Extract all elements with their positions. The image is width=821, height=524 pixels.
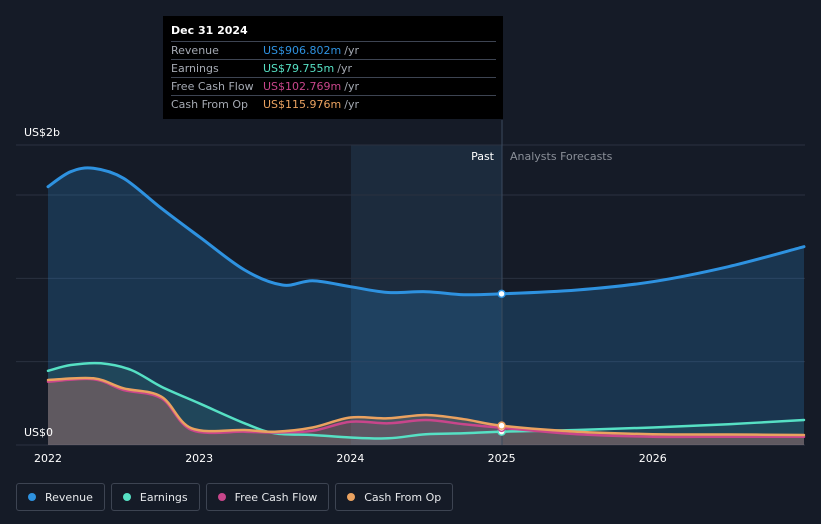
legend-dot-icon (347, 493, 356, 501)
y-axis-top-label: US$2b (24, 126, 60, 139)
cash-from-op-marker (497, 421, 506, 430)
tooltip-row-value: US$79.755m (263, 62, 335, 75)
tooltip: Dec 31 2024 Revenue US$906.802m/yr Earning… (163, 16, 503, 119)
cash-from-op-area (48, 377, 804, 445)
legend-label: Earnings (139, 490, 188, 504)
x-axis-ticks: 2022 2023 2024 2025 2026 (34, 452, 667, 465)
cash-from-op-line (46, 376, 806, 437)
legend-item-revenue[interactable]: Revenue (16, 483, 105, 511)
tooltip-row-value: US$906.802m (263, 44, 342, 57)
tooltip-row-label: Earnings (171, 62, 219, 75)
tooltip-date: Dec 31 2024 (171, 24, 248, 37)
free-cash-flow-area (48, 378, 804, 445)
legend-dot-icon (217, 493, 226, 501)
tooltip-row-unit: /yr (344, 80, 359, 93)
x-tick-label: 2023 (185, 452, 213, 465)
legend-item-earnings[interactable]: Earnings (110, 483, 200, 511)
tooltip-row: Free Cash Flow US$102.769m/yr (171, 77, 496, 95)
legend-label: Revenue (45, 490, 93, 504)
forecast-label: Analysts Forecasts (510, 150, 613, 163)
tooltip-row-label: Free Cash Flow (171, 80, 254, 93)
tooltip-row-unit: /yr (337, 62, 352, 75)
tooltip-row-value: US$102.769m (263, 80, 342, 93)
tooltip-row-unit: /yr (344, 98, 359, 111)
x-tick-label: 2026 (639, 452, 667, 465)
tooltip-row-label: Cash From Op (171, 98, 249, 111)
earnings-area (48, 363, 804, 445)
tooltip-rows: Revenue US$906.802m/yr Earnings US$79.755m /… (171, 41, 496, 113)
past-label: Past (471, 150, 495, 163)
earnings-line (46, 361, 806, 440)
tooltip-row-value: US$115.976m (263, 98, 342, 111)
legend-label: Cash From Op (364, 490, 442, 504)
series-lines (46, 166, 806, 440)
revenue-line (46, 166, 806, 297)
legend-label: Free Cash Flow (234, 490, 318, 504)
free-cash-flow-line (46, 377, 806, 439)
tooltip-row: Cash From Op US$115.976m/yr (171, 95, 496, 113)
revenue-marker (497, 289, 506, 299)
tooltip-row: Revenue US$906.802m/yr (171, 41, 496, 59)
tooltip-row-unit: /yr (344, 44, 359, 57)
series-areas (48, 167, 804, 446)
legend-dot-icon (28, 493, 36, 501)
x-tick-label: 2025 (488, 452, 516, 465)
legend: Revenue Earnings Free Cash Flow Cash From O… (16, 483, 454, 511)
x-tick-label: 2022 (34, 452, 62, 465)
hover-markers (497, 289, 506, 436)
tooltip-row-label: Revenue (171, 44, 219, 57)
legend-item-free-cash-flow[interactable]: Free Cash Flow (205, 483, 330, 511)
x-tick-label: 2024 (336, 452, 364, 465)
y-axis-bottom-label: US$0 (24, 426, 53, 439)
legend-item-cash-from-op[interactable]: Cash From Op (335, 483, 454, 511)
revenue-area (48, 167, 804, 446)
legend-dot-icon (122, 493, 131, 501)
tooltip-row: Earnings US$79.755m/yr (171, 59, 496, 77)
